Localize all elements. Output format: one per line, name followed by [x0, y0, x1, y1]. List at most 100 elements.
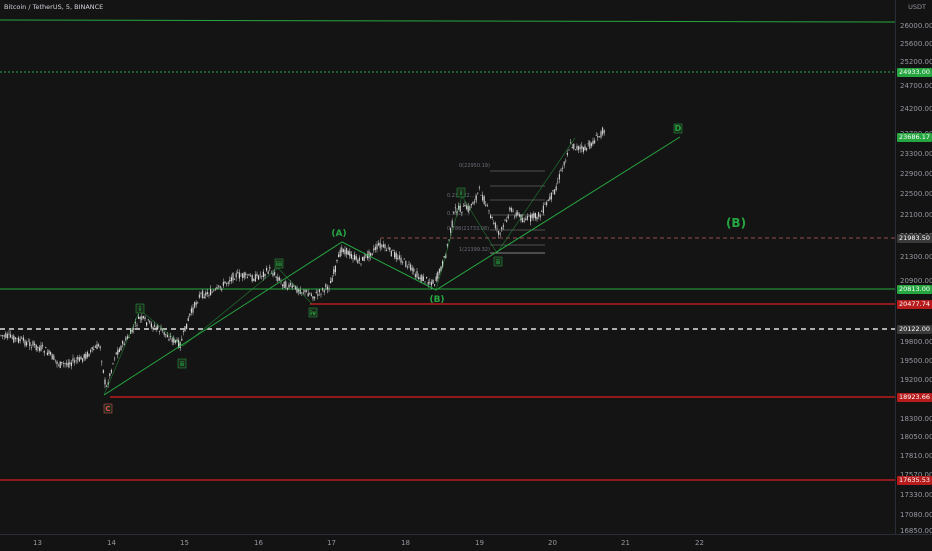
roman-label-box: [135, 303, 145, 314]
price-tick-label: 21300.00: [900, 253, 932, 261]
candle-body: [570, 142, 572, 144]
roman-label: iv: [310, 310, 316, 317]
candle-body: [235, 273, 237, 278]
candle-body: [304, 289, 306, 293]
price-tag: 23686.17: [896, 133, 932, 142]
candle-body: [3, 335, 5, 337]
candle-body: [592, 140, 594, 145]
roman-label: i: [139, 306, 141, 313]
price-tick-label: 17810.00: [900, 452, 932, 460]
candle-body: [99, 346, 101, 349]
candle-body: [427, 281, 429, 285]
fib-label: 0.382(...): [447, 211, 470, 217]
candle-body: [339, 249, 341, 257]
resistance-line-upper: [0, 19, 895, 23]
fib-label: 0(22950.19): [459, 163, 490, 169]
price-tick-label: 19500.00: [900, 357, 932, 365]
candle-body: [163, 331, 165, 335]
candle-body: [413, 268, 415, 272]
candle-body: [278, 277, 280, 281]
candle-body: [389, 247, 391, 251]
time-tick-label: 18: [401, 539, 410, 547]
candle-body: [74, 360, 76, 363]
candle-body: [106, 385, 108, 387]
candle-body: [144, 317, 146, 320]
candle-body: [432, 279, 434, 284]
candle-body: [322, 288, 324, 291]
price-axis[interactable]: 26000.00 25600.00 25200.00 24700.00 24200.00…: [895, 0, 932, 535]
time-tick-label: 20: [548, 539, 557, 547]
candle-body: [59, 361, 61, 368]
candle-body: [526, 215, 528, 220]
candle-body: [453, 212, 455, 214]
candle-body: [378, 243, 380, 246]
candle-body: [424, 281, 426, 283]
candle-body: [208, 295, 210, 296]
candle-body: [128, 337, 130, 338]
candle-body: [21, 337, 23, 339]
candle-body: [376, 244, 378, 250]
candle-body: [67, 362, 69, 367]
candle-body: [390, 250, 392, 257]
candle-body: [229, 280, 231, 282]
candle-body: [43, 350, 45, 353]
candle-body: [464, 204, 466, 207]
candle-body: [80, 356, 82, 360]
candle-body: [232, 272, 234, 281]
candle-body: [544, 203, 546, 205]
candle-body: [14, 337, 16, 340]
candle-body: [203, 296, 205, 299]
candle-body: [362, 257, 364, 261]
candle-body: [333, 269, 335, 274]
candle-body: [173, 337, 175, 343]
time-tick-label: 17: [327, 539, 336, 547]
candle-body: [70, 362, 72, 367]
roman-label: ii: [496, 259, 500, 266]
candle-body: [488, 210, 490, 212]
candle-body: [181, 338, 183, 341]
candle-body: [574, 149, 576, 150]
candle-body: [104, 379, 106, 385]
candle-body: [445, 254, 447, 259]
candle-body: [504, 219, 506, 221]
candle-body: [82, 358, 84, 362]
fib-label: 0.786(21733.08): [447, 226, 489, 232]
time-axis[interactable]: 13 14 15 16 17 18 19 20 21 22: [0, 534, 932, 551]
candle-body: [294, 285, 296, 290]
price-tag: 21983.50: [896, 234, 932, 243]
price-tick-label: 18050.00: [900, 433, 932, 441]
candle-body: [461, 211, 463, 213]
candle-body: [408, 264, 410, 265]
candle-body: [552, 190, 554, 192]
candle-body: [293, 285, 295, 287]
candle-body: [434, 284, 436, 286]
candle-body: [485, 204, 487, 206]
candle-body: [494, 222, 496, 229]
candle-body: [178, 339, 180, 348]
candle-body: [240, 275, 242, 277]
subwave-line: [435, 137, 576, 291]
candle-body: [256, 273, 258, 277]
candle-body: [589, 141, 591, 149]
candle-body: [475, 195, 477, 201]
candle-body: [414, 274, 416, 278]
candle-body: [531, 213, 533, 218]
candle-body: [174, 340, 176, 343]
candle-body: [582, 147, 584, 152]
candle-body: [478, 187, 480, 188]
candle-body: [459, 205, 461, 212]
candle-body: [328, 288, 330, 290]
price-tick-label: 18300.00: [900, 415, 932, 423]
candle-body: [190, 308, 192, 313]
candle-body: [219, 286, 221, 288]
price-chart[interactable]: 0(22950.19)0.236(22...)0.382(...)0.786(2…: [0, 0, 895, 534]
candle-body: [258, 275, 260, 280]
candle-body: [155, 327, 157, 329]
candle-body: [363, 256, 365, 261]
roman-label-box: [308, 307, 318, 318]
candle-body: [403, 258, 405, 260]
candle-body: [285, 281, 287, 288]
time-tick-label: 22: [695, 539, 704, 547]
candle-body: [114, 358, 116, 360]
candle-body: [370, 252, 372, 257]
